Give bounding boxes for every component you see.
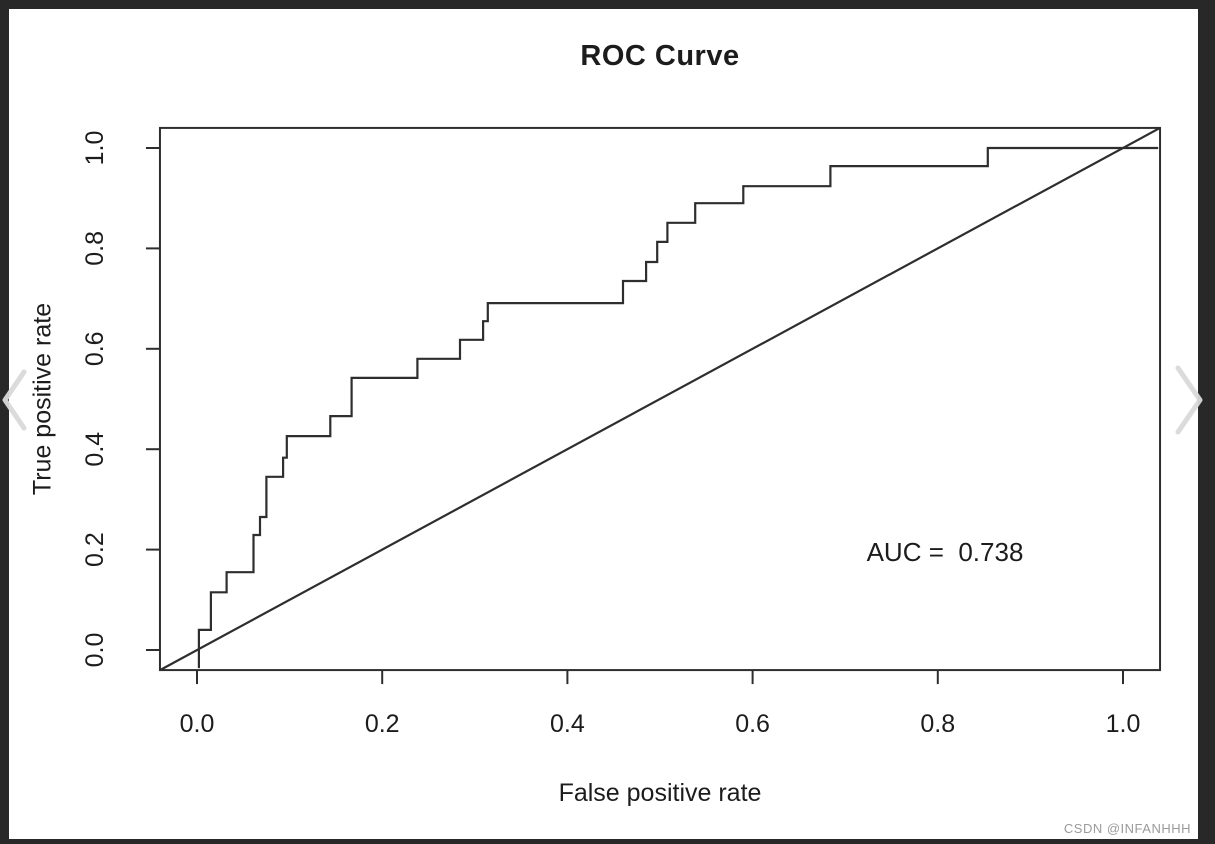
prev-button[interactable] [0, 365, 34, 435]
y-tick-label: 1.0 [81, 131, 109, 166]
y-tick-label: 0.0 [81, 633, 109, 668]
x-tick-label: 0.0 [180, 710, 215, 738]
y-tick-label: 0.2 [81, 532, 109, 567]
watermark: CSDN @INFANHHH [1063, 821, 1191, 836]
plot-box [158, 126, 1162, 672]
auc-annotation: AUC = 0.738 [866, 537, 1024, 567]
x-tick-label: 0.2 [365, 710, 400, 738]
y-tick-label: 0.8 [81, 231, 109, 266]
x-tick-label: 0.6 [735, 710, 770, 738]
chevron-left-icon [2, 369, 27, 431]
chevron-right-icon [1175, 365, 1203, 435]
y-tick-label: 0.6 [81, 331, 109, 366]
x-tick-label: 0.8 [920, 710, 955, 738]
x-tick-label: 0.4 [550, 710, 585, 738]
x-tick-label: 1.0 [1106, 710, 1141, 738]
roc-step-curve [197, 146, 1159, 669]
x-axis-label: False positive rate [558, 779, 762, 807]
chance-diagonal [159, 126, 1161, 672]
next-button[interactable] [1170, 365, 1204, 435]
y-tick-label: 0.4 [81, 432, 109, 467]
chart-title: ROC Curve [580, 40, 740, 72]
